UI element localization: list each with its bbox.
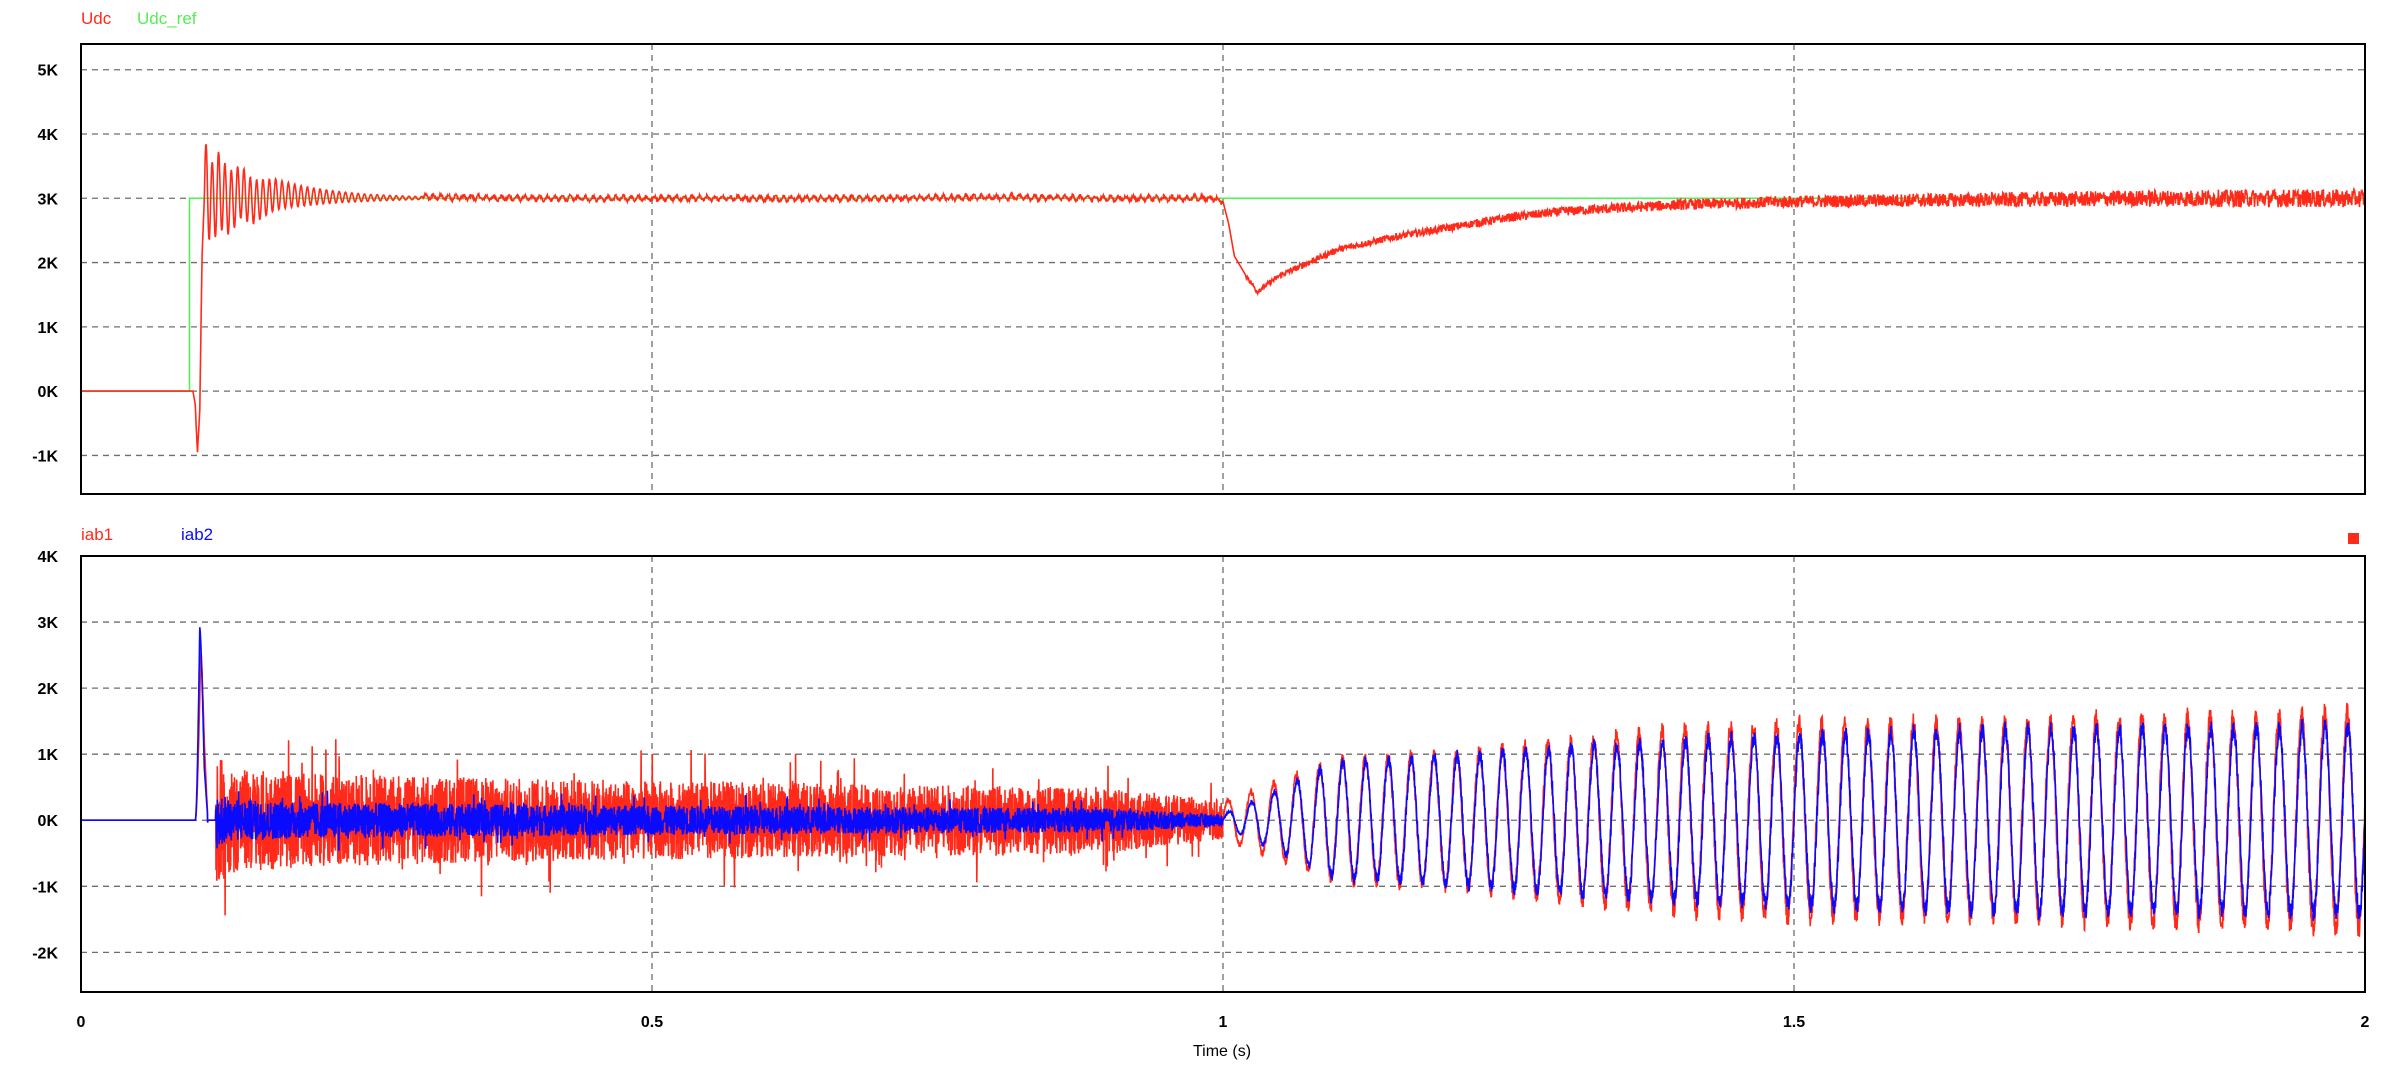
series-udc	[81, 144, 2366, 453]
y-tick-label: 1K	[38, 320, 59, 337]
legend-udc-ref: Udc_ref	[137, 9, 197, 28]
y-tick-label: 2K	[38, 681, 59, 698]
y-tick-label: 0K	[38, 813, 59, 830]
series-iab1	[81, 652, 2366, 937]
x-axis-label: Time (s)	[1193, 1043, 1251, 1060]
series-iab2	[81, 627, 2366, 921]
x-tick-label: 0.5	[641, 1014, 663, 1031]
x-axis-ticks: 0 0.5 1 1.5 2	[77, 1014, 2370, 1031]
x-tick-label: 2	[2361, 1014, 2370, 1031]
x-tick-label: 0	[77, 1014, 86, 1031]
y-tick-label: 4K	[38, 549, 59, 566]
y-tick-label: 3K	[38, 191, 59, 208]
y-tick-label: 3K	[38, 615, 59, 632]
y-tick-label: -1K	[32, 448, 58, 465]
bottom-panel-series	[81, 627, 2366, 937]
y-tick-label: 4K	[38, 127, 59, 144]
x-tick-label: 1	[1219, 1014, 1228, 1031]
legend-udc: Udc	[81, 9, 112, 28]
top-panel-series	[81, 144, 2366, 453]
x-tick-label: 1.5	[1783, 1014, 1805, 1031]
y-tick-label: -2K	[32, 945, 58, 962]
top-panel-y-ticks: 5K 4K 3K 2K 1K 0K -1K	[32, 63, 58, 466]
bottom-panel-y-ticks: 4K 3K 2K 1K 0K -1K -2K	[32, 549, 58, 962]
bottom-panel-frame	[80, 555, 2366, 993]
legend-iab2: iab2	[181, 525, 213, 544]
legend-iab1: iab1	[81, 525, 113, 544]
y-tick-label: 1K	[38, 747, 59, 764]
y-tick-label: 0K	[38, 384, 59, 401]
y-tick-label: 2K	[38, 256, 59, 273]
y-tick-label: 5K	[38, 63, 59, 80]
top-panel-frame	[80, 43, 2366, 495]
top-panel-grid	[81, 44, 2365, 494]
series-udc-ref	[81, 197, 2365, 392]
red-square-icon[interactable]	[2348, 533, 2359, 544]
bottom-panel-grid	[81, 555, 2365, 992]
y-tick-label: -1K	[32, 879, 58, 896]
